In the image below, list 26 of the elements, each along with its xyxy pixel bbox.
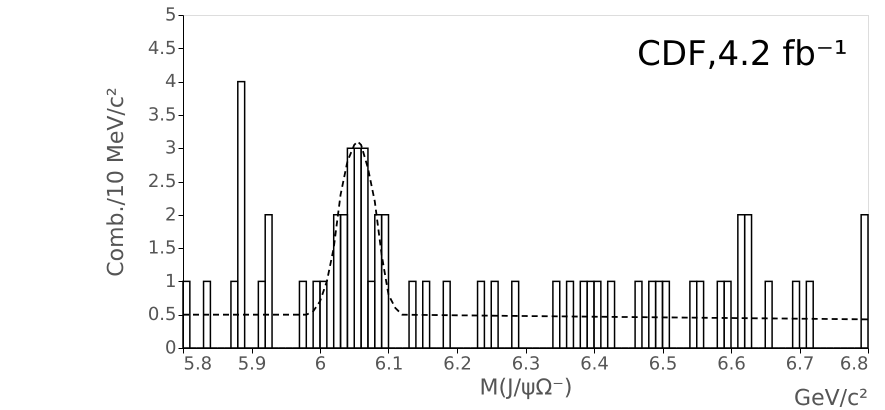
y-tick-label: 1 [165, 270, 176, 292]
annotation: CDF,4.2 fb⁻¹ [637, 34, 848, 74]
x-tick-label: 6.2 [443, 354, 472, 374]
x-axis-title: M(J/ψΩ⁻) [480, 376, 572, 400]
x-tick-label: 6.3 [512, 354, 540, 374]
y-tick-label: 5 [165, 4, 176, 26]
x-tick-label: 6.1 [374, 354, 404, 374]
y-tick-label: 2 [165, 204, 176, 226]
y-tick-label: 2.5 [148, 171, 176, 192]
x-tick-label: 5.9 [238, 354, 266, 374]
text: GeV/c² [794, 386, 868, 410]
x-tick-label: 6.7 [786, 354, 814, 374]
y-axis-title: Comb./10 MeV/c² [104, 87, 129, 277]
y-tick-label: 3.5 [148, 104, 176, 126]
x-tick-label: 6.5 [648, 354, 678, 374]
y-tick-label: 4.5 [148, 38, 176, 59]
x-tick-label: 6.8 [840, 354, 868, 374]
y-tick-label: 3 [165, 138, 176, 159]
y-tick-label: 4 [165, 71, 176, 92]
y-tick-label: 0 [165, 338, 176, 358]
x-tick-label: 6.4 [580, 354, 609, 374]
x-tick-label: 6.6 [717, 354, 746, 374]
y-tick-label: 0.5 [148, 304, 176, 326]
x-tick-label: 5.8 [184, 354, 212, 374]
y-tick-label: 1.5 [148, 238, 176, 259]
x-tick-label: 6 [314, 354, 326, 374]
